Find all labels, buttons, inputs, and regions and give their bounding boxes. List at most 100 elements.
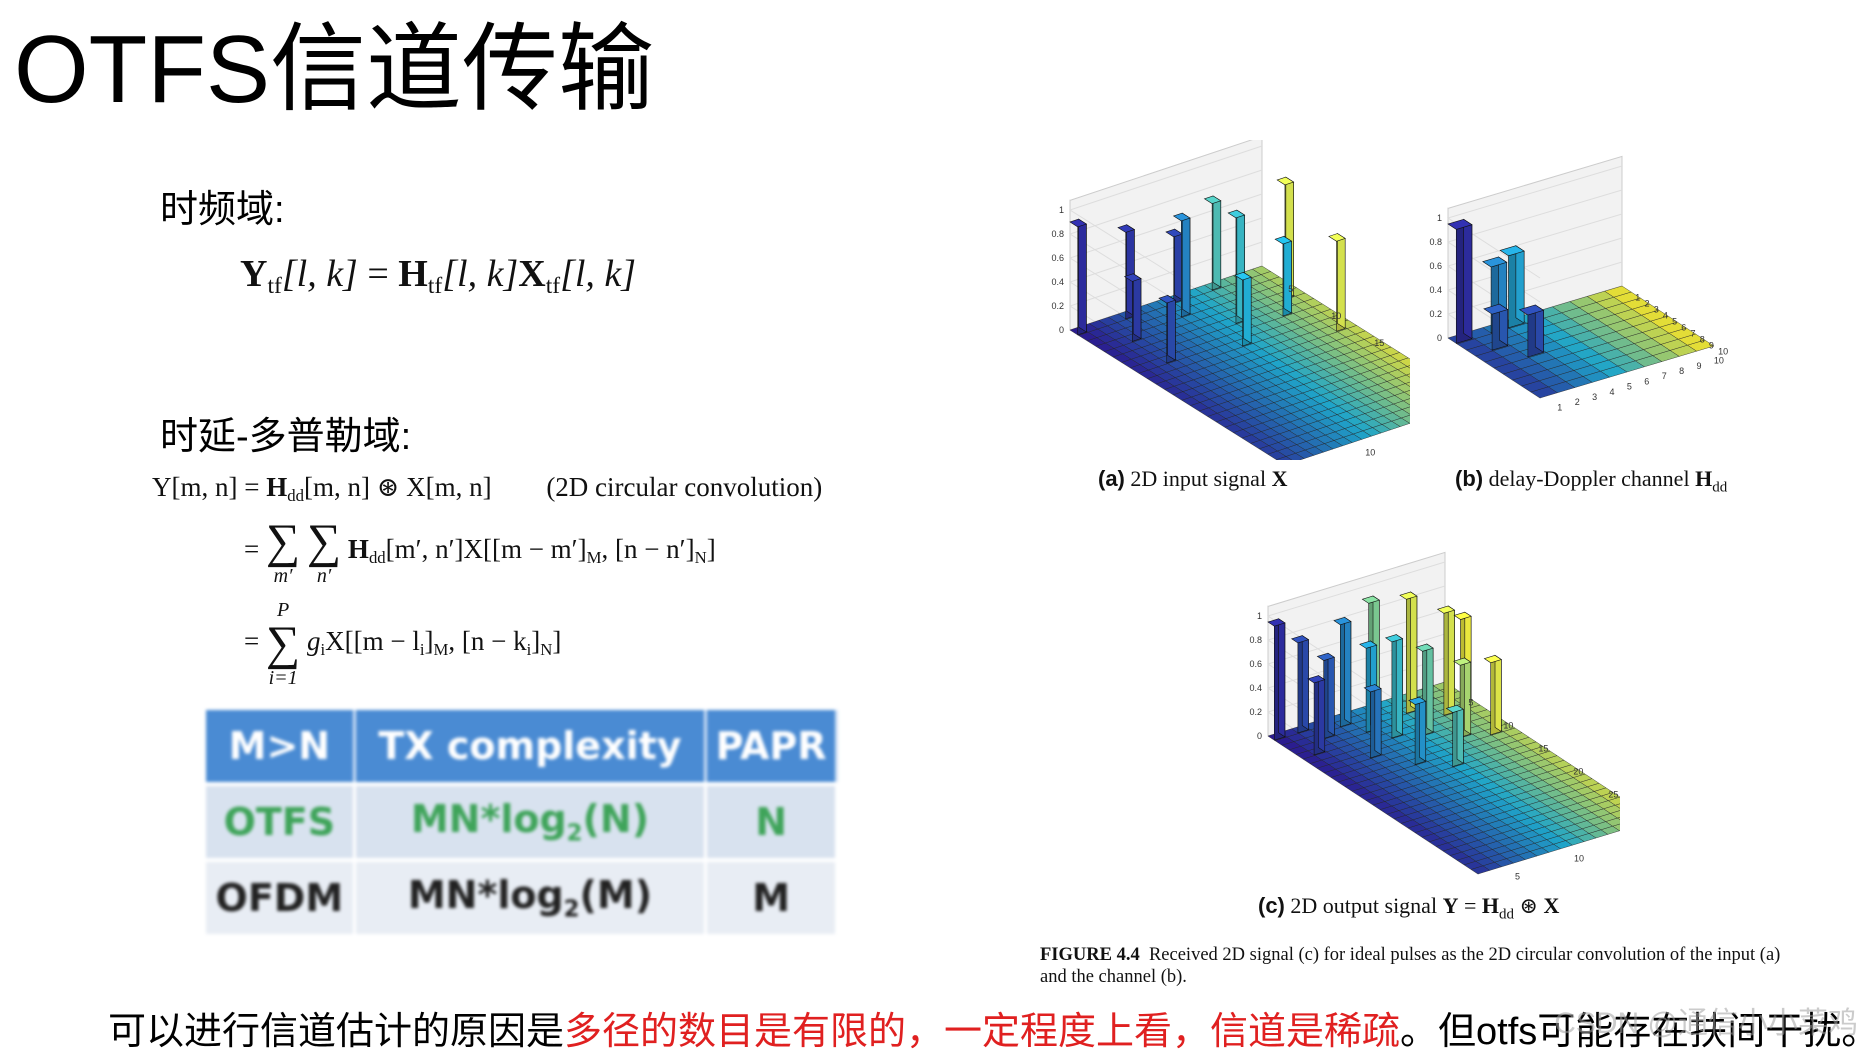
x-tick-label: 9 <box>1697 361 1702 371</box>
x-tick-label: 2 <box>1575 397 1580 407</box>
z-tick-label: 0.2 <box>1249 707 1262 717</box>
table-header: PAPR <box>705 710 838 784</box>
bar-top <box>1499 245 1525 257</box>
z-tick-label: 0.4 <box>1429 285 1442 295</box>
comparison-table: M>N TX complexity PAPR OTFS MN*log2(N) N… <box>206 710 838 934</box>
y-tick-label: 2 <box>1645 298 1650 308</box>
z-tick-label: 0.6 <box>1051 253 1064 263</box>
y-tick-label: 3 <box>1654 304 1659 314</box>
bar-top <box>1384 634 1404 643</box>
bar-top <box>1123 273 1142 282</box>
bar-top <box>1361 595 1381 604</box>
floor-cell <box>1404 381 1410 387</box>
bar-top <box>1453 657 1472 666</box>
bar-top <box>1445 704 1465 713</box>
x-tick-label: 1 <box>1557 402 1562 412</box>
bar-face <box>1278 618 1286 738</box>
bar-face <box>1301 635 1309 731</box>
bar-top <box>1069 218 1088 228</box>
bar-top <box>1399 591 1418 600</box>
bar-face <box>1374 684 1382 756</box>
x-tick-label: 6 <box>1644 376 1649 386</box>
bar-top <box>1518 304 1545 316</box>
z-tick-label: 0 <box>1437 333 1442 343</box>
tf-equation: Ytf[l, k] = Htf[l, k]Xtf[l, k] <box>240 253 637 300</box>
dd-equation-line3: = P ∑ i=1 giX[[m − li]M, [n − ki]N] <box>244 599 562 689</box>
table-cell: M <box>705 858 838 934</box>
bar-face <box>1132 273 1142 340</box>
bar-top <box>1274 235 1293 245</box>
table-header: M>N <box>206 710 356 784</box>
bar-top <box>1415 643 1434 652</box>
z-tick-label: 0.2 <box>1051 301 1064 311</box>
table-cell: N <box>705 782 838 860</box>
bar-top <box>1290 635 1310 644</box>
bar-top <box>1328 233 1346 242</box>
z-tick-label: 1 <box>1257 611 1262 621</box>
table-cell: MN*log2(M) <box>354 858 708 934</box>
bar-face <box>1395 634 1403 736</box>
bar-face <box>1426 643 1434 733</box>
y-tick-label: 7 <box>1691 328 1696 338</box>
x-tick-label: 3 <box>1592 392 1597 402</box>
z-tick-label: 0.8 <box>1051 229 1064 239</box>
bar-face <box>1212 195 1222 288</box>
figure-caption: FIGURE 4.4 Received 2D signal (c) for id… <box>1040 945 1781 988</box>
bar-top <box>1267 618 1286 627</box>
bar-top <box>1408 696 1427 705</box>
bar-top <box>1203 195 1222 204</box>
bar-face <box>1464 657 1472 735</box>
y-tick-label: 25 <box>1608 790 1618 800</box>
y-tick-label: 5 <box>1468 698 1473 708</box>
dd-equation-line2: = ∑ m′ ∑ n′ Hdd[m′, n′]X[[m − m′]M, [n − n… <box>244 515 716 587</box>
dd-domain-label: 时延-多普勒域: <box>160 416 412 458</box>
x-tick-label: 5 <box>1627 382 1632 392</box>
z-tick-label: 0.6 <box>1429 261 1442 271</box>
plot-c-caption: (c) 2D output signal Y = Hdd ⊛ X <box>1258 893 1560 923</box>
table-header-row: M>N TX complexity PAPR <box>206 710 838 784</box>
y-tick-label: 10 <box>1331 311 1341 321</box>
bar-face <box>1181 212 1191 315</box>
bar-top <box>1172 212 1191 222</box>
table-row: OTFS MN*log2(N) N <box>206 782 838 860</box>
bar-top <box>1453 611 1472 620</box>
bar-face <box>1167 294 1176 361</box>
bar-face <box>1410 591 1418 711</box>
bar-top <box>1117 224 1136 233</box>
z-tick-label: 1 <box>1059 205 1064 215</box>
table-cell: OTFS <box>206 782 356 860</box>
z-tick-label: 1 <box>1437 213 1442 223</box>
bar-top <box>1482 256 1508 268</box>
z-tick-label: 0.4 <box>1051 277 1064 287</box>
y-tick-label: 4 <box>1663 310 1668 320</box>
bar-face <box>1243 271 1252 344</box>
z-tick-label: 0.6 <box>1249 659 1262 669</box>
y-tick-label: 1 <box>1635 292 1640 302</box>
x-tick-label: 4 <box>1610 387 1615 397</box>
z-tick-label: 0.2 <box>1429 309 1442 319</box>
table-cell: OFDM <box>206 858 356 934</box>
bar-top <box>1363 684 1382 693</box>
bar-face <box>1318 675 1326 753</box>
bar-top <box>1158 294 1177 304</box>
bar-face <box>1447 605 1455 713</box>
bar-top <box>1316 652 1336 661</box>
x-tick-label: 10 <box>1365 448 1375 458</box>
y-tick-label: 15 <box>1538 744 1548 754</box>
x-tick-label: 5 <box>1515 871 1520 880</box>
plot-output-signal: 00.20.40.60.815101551015202530 <box>1249 551 1620 880</box>
bar-top <box>1227 209 1246 219</box>
table-header: TX complexity <box>354 710 708 784</box>
plot-input-signal: 00.20.40.60.815101520510152025 <box>1051 140 1410 460</box>
bar-face <box>1327 652 1335 736</box>
bar-face <box>1419 696 1427 762</box>
watermark: CSDN @通信小小菜鸡 <box>1554 1007 1858 1040</box>
bar-top <box>1447 218 1473 230</box>
table-row: OFDM MN*log2(M) M <box>206 858 838 934</box>
bar-face <box>1456 704 1464 764</box>
y-tick-label: 10 <box>1503 721 1513 731</box>
bar-top <box>1483 655 1503 664</box>
conclusion-text: 可以进行信道估计的原因是多径的数目是有限的，一定程度上看，信道是稀疏。但otfs… <box>108 1011 1876 1053</box>
x-tick-label: 7 <box>1662 371 1667 381</box>
